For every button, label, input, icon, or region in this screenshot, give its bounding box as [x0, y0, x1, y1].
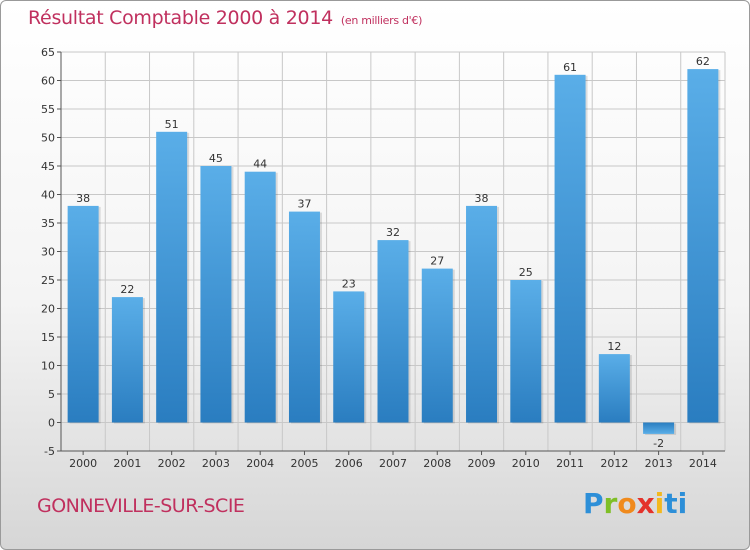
logo-letter: x	[636, 487, 655, 520]
x-tick-label: 2007	[379, 457, 407, 470]
data-label: 44	[253, 158, 267, 171]
bar-2011	[554, 74, 586, 423]
logo-letter: t	[664, 487, 678, 520]
y-tick-label: 35	[41, 217, 55, 230]
bar-2003	[200, 166, 232, 423]
bar-2005	[288, 211, 320, 423]
y-tick-label: 50	[41, 132, 55, 145]
y-tick-label: 20	[41, 303, 55, 316]
chart-title-text: Résultat Comptable 2000 à 2014	[28, 7, 333, 29]
data-label: 38	[475, 192, 489, 205]
chart-title: Résultat Comptable 2000 à 2014 (en millie…	[28, 7, 422, 29]
data-label: 62	[696, 55, 710, 68]
data-label: 51	[165, 118, 179, 131]
proxiti-logo: Proxiti	[583, 487, 687, 520]
x-tick-label: 2002	[158, 457, 186, 470]
bar-2009	[466, 205, 498, 423]
y-tick-label: 45	[41, 160, 55, 173]
bar-2001	[111, 297, 143, 423]
x-tick-label: 2000	[69, 457, 97, 470]
x-tick-label: 2012	[600, 457, 628, 470]
commune-name: GONNEVILLE-SUR-SCIE	[37, 495, 245, 517]
bar-2012	[598, 354, 630, 423]
data-label: -2	[653, 437, 664, 450]
bar-2000	[67, 205, 99, 423]
data-labels: 38 22 51 45 44 37 23 32 27 38 25 61 12 -2 62	[76, 55, 710, 450]
bar-2007	[377, 240, 409, 423]
data-label: 12	[607, 340, 621, 353]
logo-letter: P	[583, 487, 604, 520]
x-tick-label: 2005	[290, 457, 318, 470]
y-tick-label: 10	[41, 360, 55, 373]
chart-subtitle: (en milliers d'€)	[340, 14, 423, 27]
logo-letter: r	[603, 487, 618, 520]
data-label: 61	[563, 61, 577, 74]
x-tick-label: 2011	[556, 457, 584, 470]
data-label: 38	[76, 192, 90, 205]
y-tick-label: 65	[41, 46, 55, 59]
x-tick-label: 2006	[335, 457, 363, 470]
data-label: 25	[519, 266, 533, 279]
x-tick-label: 2001	[113, 457, 141, 470]
bar-2010	[510, 280, 542, 423]
bar-2014	[687, 69, 719, 423]
logo-letter: i	[677, 487, 688, 520]
y-tick-label: -5	[44, 445, 55, 458]
y-tick-label: 5	[48, 388, 55, 401]
x-tick-label: 2004	[246, 457, 274, 470]
x-tick-label: 2003	[202, 457, 230, 470]
data-label: 27	[430, 255, 444, 268]
y-tick-label: 25	[41, 274, 55, 287]
bar-2004	[244, 171, 276, 423]
data-label: 32	[386, 226, 400, 239]
y-tick-label: 15	[41, 331, 55, 344]
bar-2006	[333, 291, 365, 423]
x-tick-label: 2014	[689, 457, 717, 470]
bars	[67, 69, 721, 435]
x-tick-label: 2009	[468, 457, 496, 470]
y-tick-label: 30	[41, 246, 55, 259]
x-tick-label: 2008	[423, 457, 451, 470]
x-tick-label: 2010	[512, 457, 540, 470]
logo-letter: i	[654, 487, 665, 520]
bar-2002	[156, 131, 188, 423]
logo-letter: o	[617, 487, 637, 520]
data-label: 22	[120, 283, 134, 296]
bar-2008	[421, 268, 453, 423]
y-tick-label: 60	[41, 75, 55, 88]
y-tick-label: 0	[48, 417, 55, 430]
y-tick-label: 40	[41, 189, 55, 202]
axes: -5 0 5 10 15 20 25 30 35 40 45 50 55 60 65 2000 2001 2002…	[41, 46, 725, 470]
x-tick-label: 2013	[645, 457, 673, 470]
bar-2013	[643, 422, 675, 434]
data-label: 45	[209, 152, 223, 165]
data-label: 37	[297, 198, 311, 211]
data-label: 23	[342, 277, 356, 290]
y-tick-label: 55	[41, 103, 55, 116]
